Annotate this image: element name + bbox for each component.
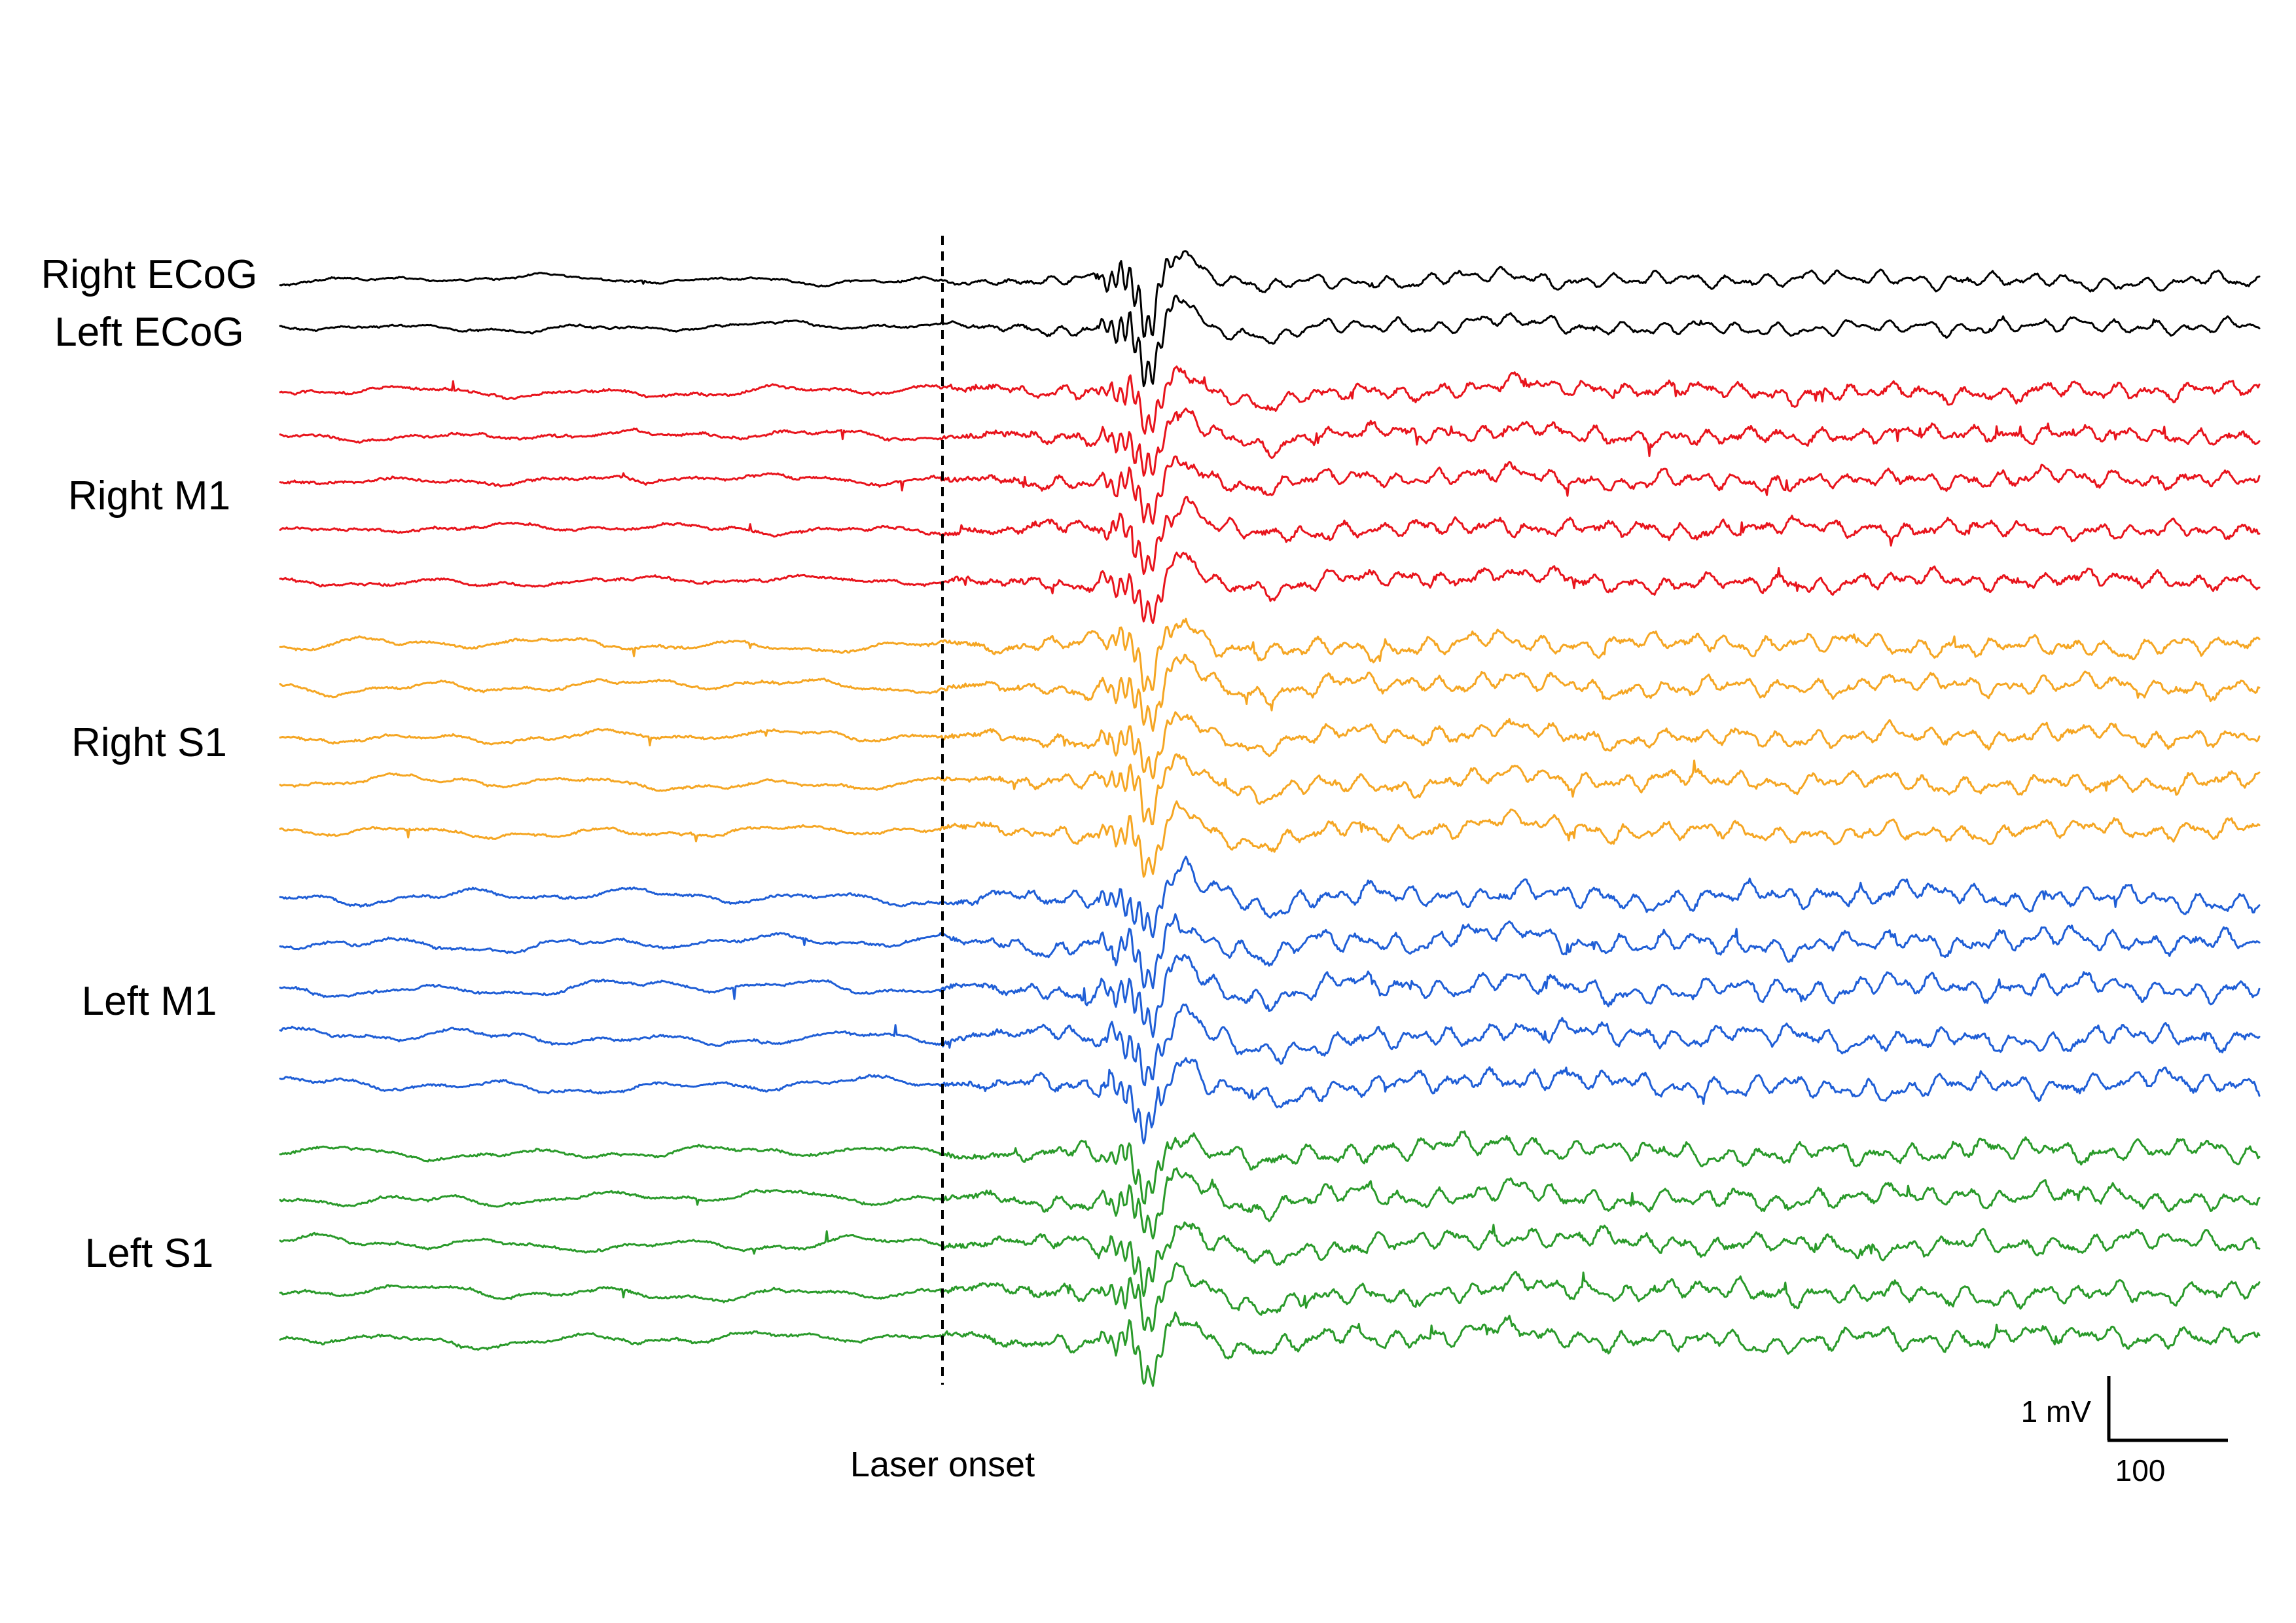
trace-right-m1-ch4 <box>279 496 2261 575</box>
scale-bar-amplitude-label: 1 mV <box>2021 1395 2092 1429</box>
trace-right-s1-ch5 <box>279 800 2261 878</box>
laser-onset-label: Laser onset <box>850 1445 1035 1484</box>
group-label-right-m1: Right M1 <box>68 473 230 519</box>
group-label-right-ecog: Right ECoG <box>41 252 258 297</box>
trace-left-s1-ch1 <box>279 1130 2261 1205</box>
trace-right-s1-ch4 <box>279 753 2261 826</box>
trace-right-ecog-ch1 <box>279 250 2261 338</box>
trace-left-m1-ch3 <box>279 953 2261 1038</box>
trace-left-s1-ch2 <box>279 1167 2261 1240</box>
trace-left-s1-ch5 <box>279 1311 2261 1387</box>
group-label-left-m1: Left M1 <box>82 979 217 1024</box>
trace-right-m1-ch5 <box>279 551 2261 625</box>
traces-layer <box>279 250 2261 1387</box>
trace-right-s1-ch3 <box>279 711 2261 780</box>
trace-right-m1-ch1 <box>279 365 2261 435</box>
group-label-right-s1: Right S1 <box>71 720 227 765</box>
group-label-left-ecog: Left ECoG <box>54 310 243 355</box>
trace-right-m1-ch2 <box>279 407 2261 477</box>
trace-right-s1-ch1 <box>279 617 2261 693</box>
scale-bar-time-label: 100 <box>2115 1453 2166 1487</box>
trace-left-m1-ch5 <box>279 1057 2261 1144</box>
trace-right-s1-ch2 <box>279 653 2261 732</box>
trace-right-m1-ch3 <box>279 455 2261 525</box>
trace-left-m1-ch1 <box>279 856 2261 939</box>
trace-left-m1-ch4 <box>279 1003 2261 1087</box>
scale-bar: 1 mV 100 <box>2021 1376 2228 1487</box>
trace-left-ecog-ch1 <box>279 295 2261 388</box>
trace-left-m1-ch2 <box>279 913 2261 989</box>
trace-left-s1-ch4 <box>279 1262 2261 1332</box>
group-labels: Right ECoG Left ECoG Right M1 Right S1 Left … <box>41 252 258 1276</box>
group-label-left-s1: Left S1 <box>85 1231 213 1276</box>
trace-left-s1-ch3 <box>279 1221 2261 1298</box>
